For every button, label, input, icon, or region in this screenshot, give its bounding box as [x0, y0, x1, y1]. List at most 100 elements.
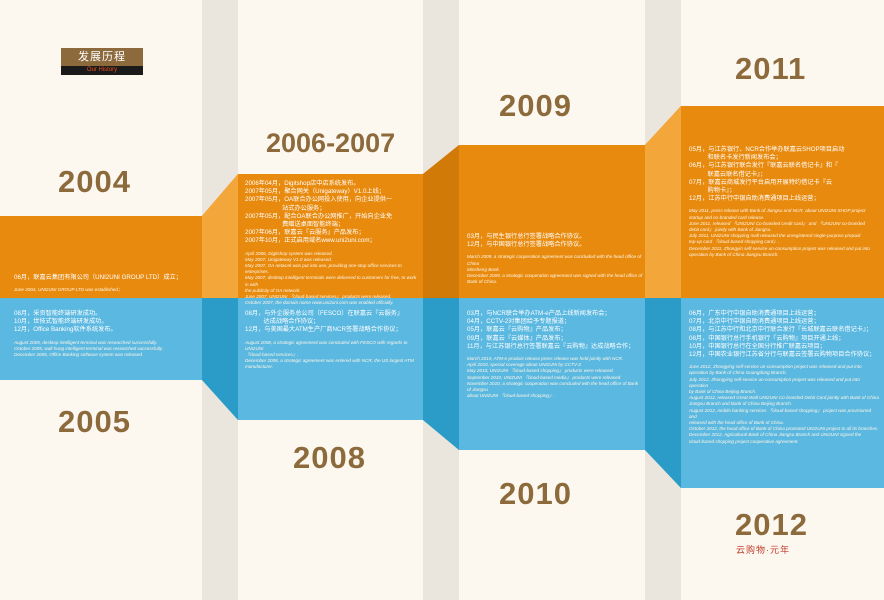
event-line-en: December 2008, a strategic agreement was… — [245, 358, 414, 364]
event-line-zh: 07月，北京中行中银自助消费通项目上线运营； — [689, 318, 820, 326]
event-line-zh: 购物卡』； — [689, 187, 736, 195]
section-title-zh: 发展历程 — [61, 48, 143, 66]
event-line-zh: 08月，中国银行总行手机银行『云购物』项目开通上线； — [689, 334, 845, 342]
events-2012: 06月，广东中行中银自助消费通项目上线运营； 07月，北京中行中银自助消费通项目上… — [689, 310, 879, 445]
events-2011: 05月，与江苏银行、NCR合作举办联嘉云SHOP项目启动 和联名卡发行新闻发布会… — [689, 146, 879, 258]
year-2008: 2008 — [293, 440, 366, 475]
event-line-zh: 12月，中国农业银行江苏省分行与联嘉云签署云购物项目合作协议； — [689, 351, 876, 359]
event-line-en: Bank of China. — [467, 279, 498, 285]
event-line-en: 『cloud-based services』. — [245, 352, 299, 358]
event-line-en: June 2011, released 『UNI2UNI Co-branded … — [689, 220, 866, 226]
event-line-zh: 07月，联嘉云商城发行平台启用开展特约借记卡『云 — [689, 178, 833, 186]
events-2010: 03月，与NCR联合举办ATM-e产品上线新闻发布会； 04月，CCTV-2对集团… — [467, 310, 643, 399]
event-line-en: May 2007, OA network was put into use, p… — [245, 263, 402, 275]
event-line-zh: 2006年04月，Digitshop店中店系统发布。 — [245, 180, 360, 187]
event-line-en: December 2005, Office Banking software s… — [14, 352, 144, 358]
event-line-en: August 2005, desktop intelligent termina… — [14, 339, 158, 345]
year-2012: 2012 — [735, 507, 808, 542]
blue-fold — [202, 298, 238, 420]
year-2009: 2009 — [499, 88, 572, 123]
event-line-en: the publicity of OA network. — [245, 287, 301, 293]
event-line-en: April 2006, Digitshop system was release… — [245, 250, 333, 256]
year-2010: 2010 — [499, 476, 572, 511]
event-line-en: June 2004, UNI2UNI GROUP LTD was establi… — [14, 287, 123, 293]
event-line-zh: 03月，与民生银行总行签署战略合作协议。 — [467, 233, 586, 240]
event-line-zh: 08月，与外企服务总公司（FESCO）在联嘉云『云服务』 — [245, 310, 404, 317]
event-line-zh: 12月，与美国最大ATM生产厂商NCR签署战略合作协议； — [245, 326, 402, 334]
events-2004: 06月，联嘉云集团有限公司（UNI2UNI GROUP LTD）成立； June … — [14, 274, 200, 293]
event-line-zh: 10月，中国银行总行在全国分行推广联嘉云项目； — [689, 342, 826, 350]
event-line-zh: 12月，Office Banking软件系统发布。 — [14, 326, 117, 334]
event-line-en: December 2011, Zhongyin self-service un-… — [689, 245, 870, 251]
event-line-en: September 2010, UNI2UNI 『cloud-based med… — [467, 374, 622, 380]
event-line-en: July 2012, Zhongying self-service un-con… — [689, 376, 860, 388]
events-2006-2007: 2006年04月，Digitshop店中店系统发布。 2007年05月，聚合网关（… — [245, 180, 421, 306]
event-line-en: November 2010, a strategic cooperation w… — [467, 380, 639, 393]
event-line-en: Jiangsu Branch and Bank of China Beijing… — [689, 401, 792, 407]
year-2011: 2011 — [735, 51, 807, 86]
event-line-en: June 2007, UNI2UNI 『cloud-based services… — [245, 294, 392, 300]
events-2009: 03月，与民生银行总行签署战略合作协议。 12月，与中国银行总行签署战略合作协议。… — [467, 233, 643, 285]
event-line-zh: 05月，与江苏银行、NCR合作举办联嘉云SHOP项目启动 — [689, 146, 845, 153]
event-line-zh: 12月，江苏中行中银自助消费通项目上线运营； — [689, 195, 820, 203]
event-line-zh: 08月，与江苏中行和北京中行联合发行『长城联嘉云联名借记卡』； — [689, 326, 873, 334]
event-line-en: top-up card 『cloud-based shopping card』. — [689, 239, 780, 245]
orange-fold — [645, 106, 681, 298]
event-line-en: May 2010, UNI2UNI 『cloud-based shopping』… — [467, 368, 614, 374]
event-line-zh: 08月，采贡智能终端研发成功。 — [14, 310, 102, 317]
event-line-en: March 2009, a strategic cooperation agre… — [467, 254, 642, 266]
orange-fold — [423, 145, 459, 298]
section-title-en: Our History — [61, 66, 143, 75]
event-line-en: August 2012, released Great Wall UNI2UNI… — [689, 395, 879, 401]
event-line-zh: 06月，广东中行中银自助消费通项目上线运营； — [689, 310, 820, 317]
event-line-zh: 费赠送桌面智能终端； — [245, 221, 344, 229]
event-line-zh: 2007年05月，聚合网关（Unigateway）V1.0上线； — [245, 188, 385, 196]
event-line-zh: 达成战略合作协议； — [245, 318, 320, 326]
event-line-en: March 2010, ATM-e product release press … — [467, 356, 624, 362]
event-line-en: debit card』 jointly with Bank of Jiangsu… — [689, 227, 772, 233]
event-line-en: operation by Bank of China Jiangsu Branc… — [689, 251, 779, 257]
event-line-zh: 06月，与江苏银行联合发行『联嘉云联名借记卡』和『 — [689, 162, 839, 170]
event-line-en: May 2007, desktop intelligent terminals … — [245, 275, 417, 287]
footer-tagline: 云购物·元年 — [736, 545, 790, 555]
event-line-zh: 2007年10月，正式启用域名www.uni2uni.com； — [245, 237, 376, 245]
event-line-zh: 站式办公服务； — [245, 204, 326, 212]
event-line-en: May 2011, press release with Bank of Jia… — [689, 208, 866, 214]
year-2006-2007: 2006-2007 — [266, 128, 396, 158]
event-line-zh: 05月，联嘉云『云购物』产品发布； — [467, 326, 567, 334]
event-line-en: December 2009, a strategic cooperation a… — [467, 273, 643, 279]
event-line-zh: 10月，世技式智能终端研发成功。 — [14, 318, 108, 326]
event-line-en: August 2012, mobile banking services 『cl… — [689, 407, 872, 419]
event-line-zh: 04月，CCTV-2对集团给予专题报道； — [467, 318, 571, 326]
event-line-en: operation by Bank of China Guangdong Bra… — [689, 370, 787, 376]
event-line-en: by Bank of China Beijing Branch. — [689, 389, 757, 395]
event-line-zh: 2007年05月，OA联合办公网投入使用，向企业提供一 — [245, 196, 393, 204]
event-line-en: August 2008, a strategic agreement was c… — [245, 339, 408, 351]
event-line-en: manufacturer. — [245, 364, 274, 370]
event-line-en: April 2010, special coverage about UNI2U… — [467, 362, 583, 368]
event-line-en: December 2012, Agricultural Bank of Chin… — [689, 432, 862, 438]
event-line-en: released with the head office of Bank of… — [689, 420, 784, 426]
event-line-en: July 2011, UNI2UNI shopping mall release… — [689, 233, 861, 239]
event-line-zh: 2007年05月，配合OA联合办公网推广，开始向企业免 — [245, 212, 393, 220]
event-line-en: October 2007, the domain name www.uni2un… — [245, 300, 394, 306]
event-line-zh: 12月，与中国银行总行签署战略合作协议。 — [467, 241, 586, 249]
event-line-en: Minsheng Bank. — [467, 266, 500, 272]
event-line-zh: 09月，联嘉云『云媒体』产品发布； — [467, 334, 567, 342]
events-2005: 08月，采贡智能终端研发成功。 10月，世技式智能终端研发成功。 12月，Offic… — [14, 310, 200, 358]
blue-fold — [423, 298, 459, 450]
event-line-en: May 2007, Unigateway V1.0 was released. — [245, 256, 333, 262]
event-line-zh: 06月，联嘉云集团有限公司（UNI2UNI GROUP LTD）成立； — [14, 274, 182, 281]
event-line-zh: 03月，与NCR联合举办ATM-e产品上线新闻发布会； — [467, 310, 611, 317]
events-2008: 08月，与外企服务总公司（FESCO）在联嘉云『云服务』 达成战略合作协议； 12… — [245, 310, 421, 371]
year-2004: 2004 — [58, 164, 131, 199]
year-2005: 2005 — [58, 404, 131, 439]
event-line-en: June 2012, Zhongying self-service un-con… — [689, 364, 862, 370]
blue-fold — [645, 298, 681, 488]
event-line-en: October 2005, wall-hung intelligent term… — [14, 345, 164, 351]
event-line-en: startup and co-branded card release. — [689, 214, 765, 220]
orange-fold — [202, 174, 238, 298]
event-line-en: about UNI2UNI 『cloud-based shopping』. — [467, 393, 555, 399]
